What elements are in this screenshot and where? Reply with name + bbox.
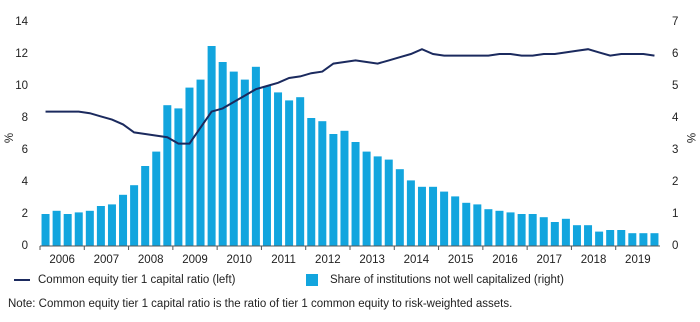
bar [119, 194, 128, 246]
x-tick-label: 2011 [271, 254, 296, 266]
bar [207, 46, 216, 246]
bar [429, 186, 438, 246]
y2-tick-label: 1 [672, 208, 678, 220]
bar [229, 71, 238, 246]
bar [406, 180, 415, 246]
bar [329, 134, 338, 246]
bar [240, 79, 249, 246]
bar [340, 130, 349, 246]
bar [274, 92, 283, 247]
bar [196, 79, 205, 246]
bar [539, 217, 548, 246]
x-tick-label: 2009 [182, 254, 208, 266]
bar [561, 218, 570, 246]
bar [517, 214, 526, 246]
bar [373, 156, 382, 246]
y-tick-label: 10 [15, 80, 28, 92]
bar [285, 100, 294, 247]
bar [185, 87, 194, 246]
x-tick-label: 2013 [359, 254, 385, 266]
x-tick-label: 2016 [492, 254, 518, 266]
y-tick-label: 12 [15, 48, 28, 60]
x-tick-label: 2018 [581, 254, 607, 266]
bar [141, 166, 150, 246]
bar [96, 206, 105, 246]
bar [307, 118, 316, 246]
bar [395, 169, 404, 246]
y-tick-label: 8 [22, 112, 28, 124]
bar [584, 225, 593, 246]
bar [174, 108, 183, 247]
y2-tick-label: 6 [672, 48, 678, 60]
y-tick-label: 2 [22, 208, 28, 220]
bar [218, 62, 227, 246]
x-tick-label: 2007 [94, 254, 120, 266]
y2-axis-title: % [684, 133, 696, 143]
y-axis-title: % [4, 133, 16, 143]
y2-tick-label: 7 [672, 16, 678, 28]
x-tick-label: 2012 [315, 254, 341, 266]
y-tick-label: 6 [22, 144, 28, 156]
y2-tick-label: 3 [672, 144, 678, 156]
bar [251, 66, 260, 246]
bar [163, 105, 172, 246]
y-tick-label: 0 [22, 240, 28, 252]
bar [628, 233, 637, 246]
bar [572, 225, 581, 246]
bar [85, 210, 94, 246]
bar [262, 86, 271, 246]
y2-tick-label: 0 [672, 240, 678, 252]
bar [52, 210, 61, 246]
bar [296, 97, 305, 246]
x-tick-label: 2006 [49, 254, 75, 266]
bar [74, 212, 83, 246]
y-tick-label: 4 [22, 176, 29, 188]
y2-tick-label: 5 [672, 80, 678, 92]
bar [595, 231, 604, 246]
y2-tick-label: 4 [672, 112, 679, 124]
bar [107, 204, 116, 246]
bar [41, 214, 50, 246]
x-tick-label: 2015 [448, 254, 474, 266]
y-tick-label: 14 [15, 16, 28, 28]
bar [550, 222, 559, 246]
line [45, 48, 655, 145]
bar [63, 214, 72, 246]
bar [639, 233, 648, 246]
bar [318, 121, 327, 246]
bar [384, 159, 393, 246]
bar [130, 185, 139, 246]
y2-tick-label: 2 [672, 176, 678, 188]
bar [650, 233, 659, 246]
bar [417, 186, 426, 246]
bar [440, 191, 449, 246]
bar [362, 151, 371, 246]
x-tick-label: 2010 [226, 254, 252, 266]
bar [528, 214, 537, 246]
bar [606, 230, 615, 246]
legend-swatch [306, 274, 318, 286]
bar [351, 142, 360, 246]
x-tick-label: 2019 [625, 254, 651, 266]
bar [484, 209, 493, 246]
bar [451, 196, 460, 246]
legend-label: Common equity tier 1 capital ratio (left… [38, 274, 236, 286]
x-tick-label: 2008 [138, 254, 164, 266]
bar [617, 230, 626, 246]
bar [495, 210, 504, 246]
bar [506, 212, 515, 246]
x-tick-label: 2017 [536, 254, 562, 266]
bar [152, 151, 161, 246]
x-tick-label: 2014 [404, 254, 430, 266]
bar [473, 204, 482, 246]
legend-label: Share of institutions not well capitaliz… [330, 274, 564, 286]
bar [462, 202, 471, 246]
note: Note: Common equity tier 1 capital ratio… [8, 298, 512, 310]
